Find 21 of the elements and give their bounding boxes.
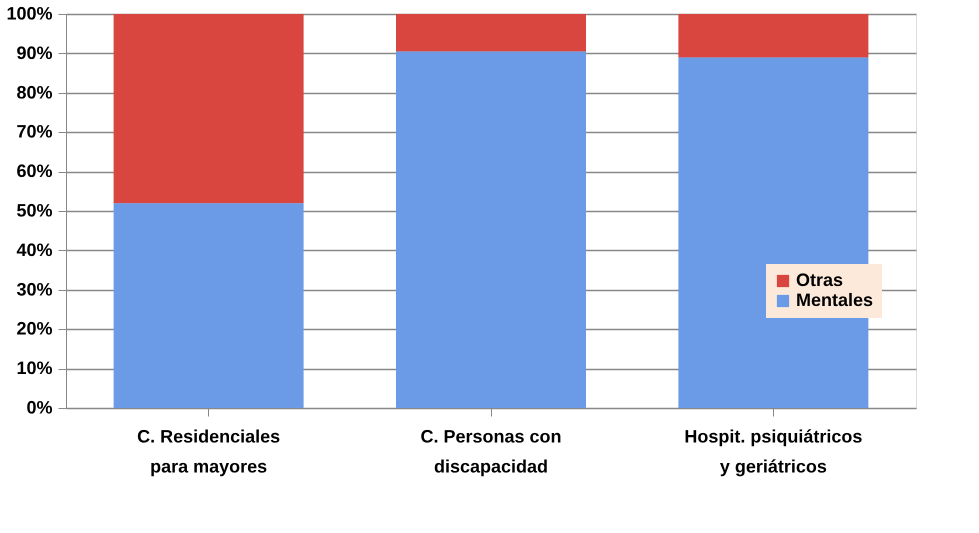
bar [114, 203, 304, 408]
y-tick-label: 80% [16, 82, 52, 102]
y-tick-label: 10% [16, 358, 52, 378]
y-tick-label: 0% [26, 398, 52, 418]
x-tick-label: C. Personas con discapacidad [420, 426, 562, 476]
bar [396, 14, 586, 52]
y-tick-label: 70% [16, 122, 52, 142]
y-tick-label: 60% [16, 161, 52, 182]
bar [114, 14, 304, 204]
x-tick-label: Hospit. psiquiátricos y geriátricos [684, 426, 862, 476]
legend-label: Otras [796, 270, 844, 290]
y-tick-label: 30% [16, 279, 52, 300]
legend-label: Mentales [796, 290, 874, 310]
y-tick-label: 50% [16, 200, 52, 220]
y-tick-label: 20% [16, 318, 52, 339]
bar [678, 14, 868, 58]
y-tick-label: 100% [6, 4, 52, 24]
bar [396, 51, 586, 408]
y-tick-label: 90% [16, 42, 52, 63]
x-tick-label: C. Residenciales para mayores [137, 426, 280, 476]
y-tick-label: 40% [16, 240, 52, 260]
